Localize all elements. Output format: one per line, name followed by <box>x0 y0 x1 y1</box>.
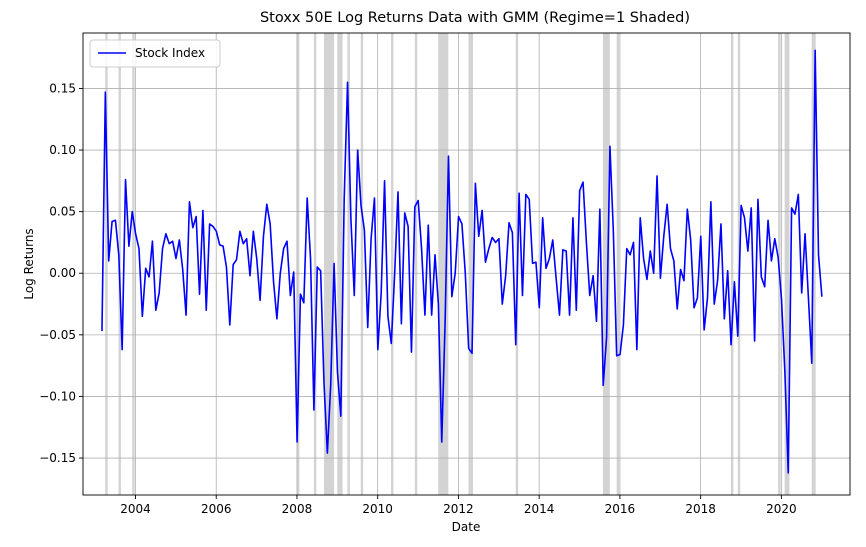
y-tick-label-0: −0.15 <box>39 451 76 465</box>
regime-shade-span-6 <box>337 33 343 495</box>
plot-frame <box>82 32 851 496</box>
x-tick-label-2006: 2006 <box>201 502 232 516</box>
legend-label-stock-index: Stock Index <box>135 46 205 60</box>
x-tick-label-2018: 2018 <box>685 502 716 516</box>
regime-shade-span-10 <box>414 33 418 495</box>
y-tick-label-4: 0.05 <box>49 205 76 219</box>
y-tick-label-2: −0.05 <box>39 328 76 342</box>
x-tick-label-2008: 2008 <box>282 502 313 516</box>
x-tick-label-2012: 2012 <box>443 502 474 516</box>
y-tick-label-6: 0.15 <box>49 81 76 95</box>
legend-box <box>89 39 221 68</box>
plot-area <box>82 32 851 496</box>
regime-shade-span-3 <box>296 33 300 495</box>
y-tick-label-3: 0.00 <box>49 266 76 280</box>
regime-shade-span-14 <box>602 33 610 495</box>
regime-shade-span-4 <box>313 33 317 495</box>
regime-shade-span-5 <box>323 33 335 495</box>
x-tick-label-2004: 2004 <box>120 502 151 516</box>
y-tick-label-1: −0.10 <box>39 389 76 403</box>
y-axis-ticks: −0.15 −0.10 −0.05 0.00 0.05 0.10 0.15 <box>39 81 83 465</box>
regime-shade-span-11 <box>438 33 449 495</box>
regime-shade-span-2 <box>132 33 135 495</box>
regime-shade-span-16 <box>730 33 734 495</box>
y-axis-label: Log Returns <box>22 228 36 299</box>
chart-title: Stoxx 50E Log Returns Data with GMM (Reg… <box>260 10 690 26</box>
x-axis-ticks: 2004 2006 2008 2010 2012 2014 2016 2018 2020 <box>120 495 797 516</box>
regime-shade-span-19 <box>784 33 790 495</box>
x-tick-label-2020: 2020 <box>766 502 797 516</box>
y-tick-label-5: 0.10 <box>49 143 76 157</box>
series-line-stock-index <box>101 49 823 474</box>
regime-shade-span-15 <box>616 33 620 495</box>
x-axis-label: Date <box>452 520 481 534</box>
regime-shade-span-12 <box>468 33 473 495</box>
x-tick-label-2016: 2016 <box>605 502 636 516</box>
regime-1-shading <box>105 33 816 495</box>
regime-shade-span-8 <box>360 33 364 495</box>
x-tick-label-2010: 2010 <box>362 502 393 516</box>
regime-shade-span-0 <box>105 33 108 495</box>
regime-shade-span-9 <box>391 33 394 495</box>
x-tick-label-2014: 2014 <box>524 502 555 516</box>
regime-shade-span-7 <box>347 33 350 495</box>
legend: Stock Index <box>89 39 221 68</box>
regime-shade-span-20 <box>811 33 816 495</box>
